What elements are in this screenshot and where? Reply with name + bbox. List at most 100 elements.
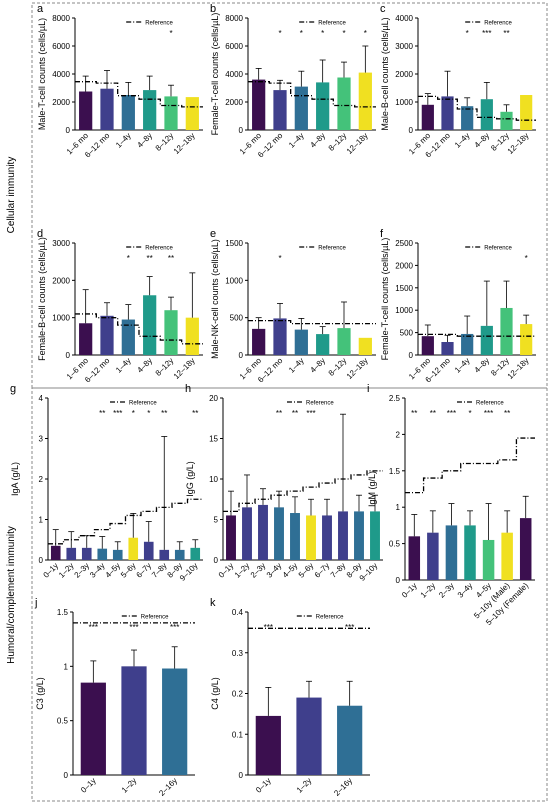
x-tick-label: 4–8y <box>135 356 154 375</box>
bar <box>501 532 513 580</box>
x-tick-label: 12–18y <box>345 356 370 381</box>
bar <box>252 328 266 355</box>
bar <box>482 539 495 580</box>
y-axis-label: Female-T-cell counts (cells/µL) <box>380 238 390 361</box>
chart-panel-j: j00.511.5C3 (g/L)0–1y***1–2y***2–16y***R… <box>34 597 195 798</box>
bar <box>358 337 372 355</box>
y-tick-label: 1000 <box>395 98 413 107</box>
x-tick-label: 1–2y <box>233 561 252 580</box>
bar <box>97 548 108 560</box>
x-tick-label: 4–8y <box>308 356 327 375</box>
x-tick-label: 5–6y <box>119 561 138 580</box>
bar <box>337 705 363 775</box>
x-tick-label: 0–1y <box>42 561 61 580</box>
legend-label: Reference <box>141 615 169 621</box>
x-tick-label: 12–18y <box>506 356 531 381</box>
y-tick-label: 15 <box>209 435 218 444</box>
bar <box>500 307 513 355</box>
bar <box>79 323 93 355</box>
bar <box>164 96 178 130</box>
reference-line <box>405 437 535 494</box>
x-tick-label: 9–10y <box>358 561 380 583</box>
bar <box>316 334 330 355</box>
bar <box>143 541 154 560</box>
y-tick-label: 0 <box>39 556 44 565</box>
y-tick-label: 1000 <box>52 314 70 323</box>
legend-label: Reference <box>476 401 504 407</box>
y-tick-label: 20 <box>209 394 218 403</box>
bar <box>112 549 123 560</box>
y-tick-label: 500 <box>400 329 414 338</box>
x-tick-label: 4–8y <box>308 131 327 150</box>
significance-mark: * <box>342 29 345 38</box>
x-tick-label: 1–2y <box>295 776 314 795</box>
x-tick-label: 12–18y <box>345 131 370 156</box>
bar <box>322 515 332 560</box>
significance-mark: ** <box>161 409 167 418</box>
x-tick-label: 9–10y <box>178 561 200 583</box>
bar <box>50 545 61 560</box>
legend-label: Reference <box>129 401 157 407</box>
bar <box>441 342 454 355</box>
humoral-section-label: Humoral/complement immunity <box>6 526 17 664</box>
bar <box>128 537 139 560</box>
bar <box>427 532 439 580</box>
reference-line <box>75 81 203 108</box>
bar <box>121 319 135 355</box>
significance-mark: * <box>468 409 471 418</box>
y-axis-label: Male-T-cell counts (cells/µL) <box>37 18 47 130</box>
x-tick-label: 1–4y <box>453 131 472 150</box>
bar <box>80 682 106 775</box>
y-tick-label: 5 <box>214 516 219 525</box>
bar <box>421 104 434 130</box>
legend-label: Reference <box>318 21 346 27</box>
y-axis-label: C4 (g/L) <box>210 677 220 710</box>
x-tick-label: 12–18y <box>172 356 197 381</box>
significance-mark: * <box>300 29 303 38</box>
x-tick-label: 1–4y <box>287 356 306 375</box>
y-tick-label: 1500 <box>395 284 413 293</box>
bar <box>461 106 474 130</box>
significance-mark: *** <box>484 409 493 418</box>
y-tick-label: 0 <box>214 556 219 565</box>
panel-letter: k <box>210 597 216 609</box>
y-tick-label: 0.4 <box>232 608 244 617</box>
x-tick-label: 1–2y <box>419 581 438 600</box>
y-tick-label: 1.5 <box>57 608 69 617</box>
bar <box>461 333 474 355</box>
panel-letter: g <box>10 383 16 395</box>
chart-panel-h: h 0 5 10 15 20 IgG (g/L) 0–1y1–2y2–3y3–4y ** 4–5y… <box>185 383 383 583</box>
x-tick-label: 0–1y <box>254 776 273 795</box>
panel-letter: f <box>380 228 384 240</box>
x-tick-label: 1–4y <box>453 356 472 375</box>
significance-mark: ** <box>430 409 436 418</box>
bar <box>408 536 421 580</box>
significance-mark: ** <box>276 409 282 418</box>
bar <box>252 79 266 130</box>
x-tick-label: 3–4y <box>265 561 284 580</box>
significance-mark: * <box>466 29 469 38</box>
legend-label: Reference <box>316 615 344 621</box>
bar <box>464 525 476 580</box>
legend-label: Reference <box>484 246 512 252</box>
y-tick-label: 0 <box>409 351 414 360</box>
y-axis-label: IgA (g/L) <box>10 462 20 496</box>
bar <box>290 513 300 560</box>
reference-line <box>248 320 376 325</box>
legend-label: Reference <box>484 21 512 27</box>
chart-panel-d: d 0 1000 2000 3000 Female-B-cell counts (cell… <box>37 228 203 384</box>
bar <box>358 72 372 130</box>
y-tick-label: 0 <box>239 771 244 780</box>
bar <box>519 518 532 580</box>
x-tick-label: 1–2y <box>57 561 76 580</box>
legend-label: Reference <box>318 246 346 252</box>
bar <box>520 324 533 355</box>
x-tick-label: 0–1y <box>79 776 98 795</box>
y-tick-label: 1 <box>64 662 69 671</box>
bar <box>242 507 252 560</box>
bar <box>273 318 287 355</box>
bar <box>159 549 170 560</box>
cellular-section-label: Cellular immunity <box>6 157 17 234</box>
